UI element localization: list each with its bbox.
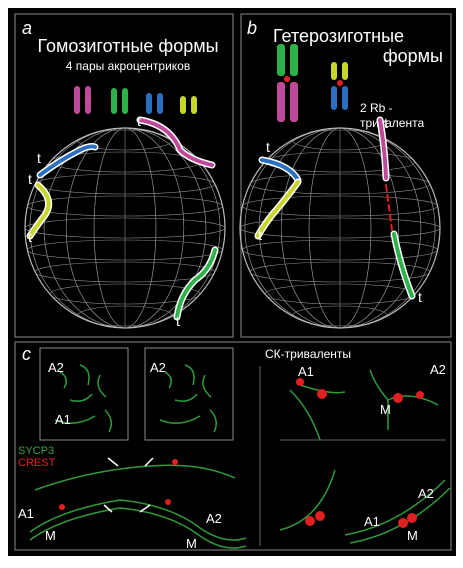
- chromosome-label: A2: [48, 360, 64, 375]
- panel-label: c: [22, 344, 31, 364]
- chromosome-label: A2: [206, 511, 222, 526]
- t-label: t: [137, 113, 141, 129]
- chromosome-label: A2: [430, 362, 446, 377]
- t-label: t: [258, 227, 262, 243]
- legend-label: CREST: [18, 457, 56, 469]
- chromosome-label: M: [45, 528, 56, 543]
- panel-subtitle: 4 пары акроцентриков: [66, 59, 190, 73]
- t-label: t: [266, 139, 270, 155]
- panel-label: b: [247, 18, 257, 38]
- panel-label: a: [22, 18, 32, 38]
- chromosome-label: A1: [18, 506, 34, 521]
- chromosome-label: A2: [418, 486, 434, 501]
- chromosome-label: A1: [364, 514, 380, 529]
- panel-title: Гетерозиготные: [273, 26, 404, 46]
- legend-label: SYCP3: [18, 445, 54, 457]
- t-label: t: [28, 229, 32, 245]
- chromosome-label: M: [380, 402, 391, 417]
- panel-title: СК-тривaленты: [265, 347, 351, 361]
- chromosome-label: A1: [298, 364, 314, 379]
- figure: a Гомозиготные формы 4 пары акроцентрико…: [0, 0, 463, 563]
- t-label: t: [418, 289, 422, 305]
- panel-note: 2 Rb -: [360, 101, 393, 115]
- panel-title: Гомозиготные формы: [37, 36, 218, 56]
- t-label: t: [176, 313, 180, 329]
- panel-title: формы: [383, 46, 443, 66]
- t-label: t: [384, 115, 388, 131]
- chromosome-label: A1: [55, 412, 71, 427]
- t-label: t: [28, 171, 32, 187]
- chromosome-label: M: [407, 528, 418, 543]
- chromosome-label: M: [186, 536, 197, 551]
- panel-note: тривалента: [360, 116, 424, 130]
- chromosome-label: A2: [150, 360, 166, 375]
- t-label: t: [37, 150, 41, 166]
